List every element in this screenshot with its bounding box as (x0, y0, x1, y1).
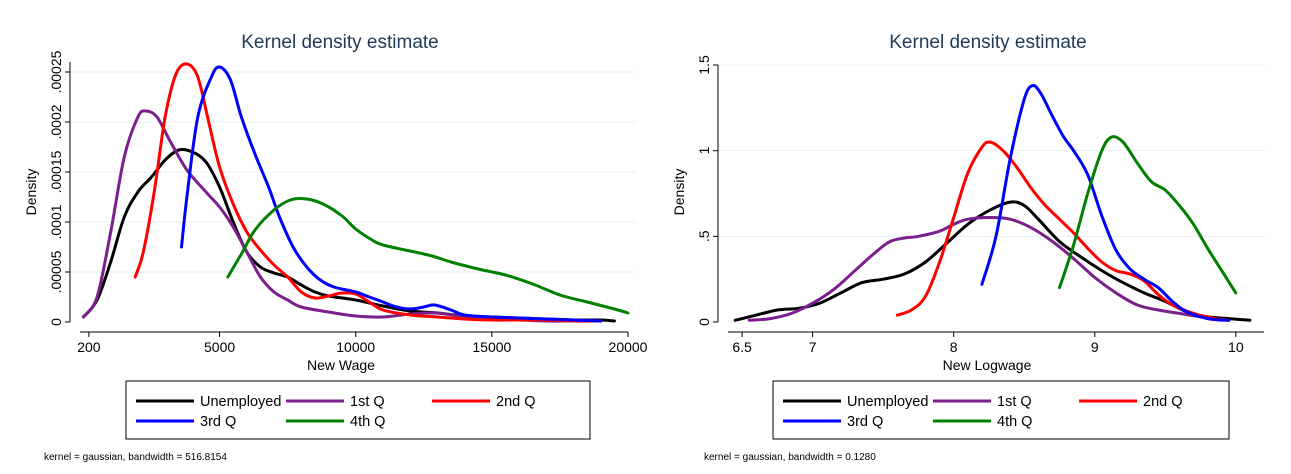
left-legend-box (125, 380, 591, 440)
right-series-line-2nd-q (895, 140, 1231, 322)
left-y-tick-label: .00015 (48, 150, 64, 193)
left-chart-title: Kernel density estimate (241, 32, 439, 53)
right-y-ticks: 0 .5 1 1.5 (696, 55, 718, 326)
left-legend: Unemployed 1st Q 2nd Q 3rd Q 4th Q (125, 380, 591, 440)
right-legend: Unemployed 1st Q 2nd Q 3rd Q 4th Q (772, 380, 1230, 440)
left-y-tick-label: .0001 (48, 204, 64, 239)
right-chart-panel: Kernel density estimate 0 .5 1 1.5 6.5 7 8 9 10… (671, 32, 1272, 463)
left-x-tick-label: 15000 (472, 339, 511, 355)
right-legend-label: 1st Q (997, 394, 1032, 410)
right-y-axis-title: Density (671, 169, 687, 216)
left-legend-label: 4th Q (350, 414, 385, 430)
left-chart-panel: Kernel density estimate 0 .00005 .0001 .000… (23, 32, 648, 463)
right-legend-items: Unemployed 1st Q 2nd Q 3rd Q 4th Q (783, 394, 1183, 430)
left-legend-label: Unemployed (200, 394, 281, 410)
right-note: kernel = gaussian, bandwidth = 0.1280 (704, 452, 876, 463)
left-series-line-2nd-q (133, 62, 603, 323)
left-y-tick-label: 0 (48, 318, 64, 326)
right-chart-title: Kernel density estimate (889, 32, 1087, 53)
left-plot-background (70, 42, 638, 332)
left-y-axis-title: Density (23, 169, 39, 216)
right-gridlines (719, 64, 1265, 237)
left-series-line-4th-q (226, 197, 630, 315)
right-series-line-4th-q (1058, 135, 1238, 295)
right-legend-label: 4th Q (997, 414, 1032, 430)
left-x-ticks: 200 5000 10000 15000 20000 (77, 332, 648, 355)
left-y-tick-label: .00005 (48, 250, 64, 293)
right-plot-background (718, 42, 1272, 332)
right-legend-label: 2nd Q (1143, 394, 1183, 410)
left-legend-label: 2nd Q (496, 394, 536, 410)
right-legend-label: 3rd Q (847, 414, 883, 430)
left-note: kernel = gaussian, bandwidth = 516.8154 (44, 452, 227, 463)
right-y-tick-label: 1.5 (696, 55, 712, 75)
left-series-lines (81, 62, 630, 323)
left-legend-label: 1st Q (350, 394, 385, 410)
right-y-tick-label: .5 (696, 230, 712, 242)
right-y-tick-label: 1 (696, 147, 712, 155)
left-legend-label: 3rd Q (200, 414, 236, 430)
left-y-tick-label: .00025 (48, 50, 64, 93)
right-legend-label: Unemployed (847, 394, 928, 410)
right-x-tick-label: 7 (809, 339, 817, 355)
right-x-tick-label: 10 (1228, 339, 1244, 355)
right-x-tick-label: 8 (950, 339, 958, 355)
left-x-tick-label: 20000 (609, 339, 648, 355)
left-x-axis-title: New Wage (307, 357, 375, 373)
right-legend-box (772, 380, 1230, 440)
left-x-tick-label: 5000 (204, 339, 235, 355)
left-y-ticks: 0 .00005 .0001 .00015 .0002 .00025 (48, 50, 70, 326)
left-x-tick-label: 200 (77, 339, 101, 355)
right-x-tick-label: 6.5 (732, 339, 752, 355)
right-series-line-3rd-q (980, 84, 1231, 322)
left-series-line-3rd-q (180, 65, 603, 323)
left-y-tick-label: .0002 (48, 104, 64, 139)
left-x-tick-label: 10000 (336, 339, 375, 355)
left-legend-items: Unemployed 1st Q 2nd Q 3rd Q 4th Q (136, 394, 536, 430)
right-x-axis-title: New Logwage (943, 357, 1032, 373)
right-y-tick-label: 0 (696, 318, 712, 326)
right-series-lines (733, 84, 1252, 322)
right-x-tick-label: 9 (1091, 339, 1099, 355)
right-series-line-1st-q (747, 216, 1224, 322)
right-x-ticks: 6.5 7 8 9 10 (732, 332, 1244, 355)
